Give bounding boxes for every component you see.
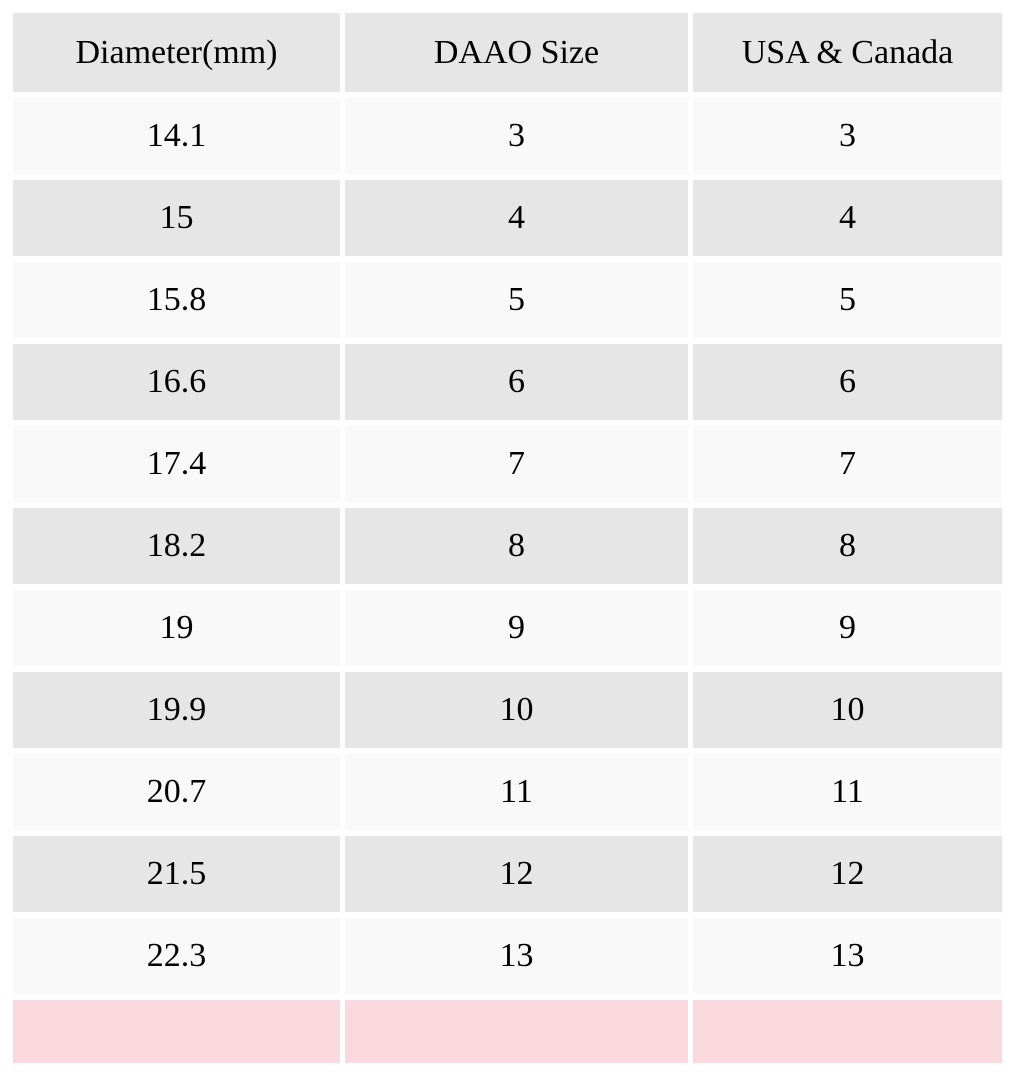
table-cell-usa-canada: 12 (693, 836, 1002, 912)
table-cell-diameter: 19.9 (13, 672, 340, 748)
footer-cell-diameter (13, 1000, 340, 1063)
table-cell-usa-canada: 10 (693, 672, 1002, 748)
table-cell-daao-size: 6 (345, 344, 688, 420)
table-cell-usa-canada: 3 (693, 98, 1002, 174)
table-cell-diameter: 15.8 (13, 262, 340, 338)
table-cell-diameter: 16.6 (13, 344, 340, 420)
footer-cell-usa-canada (693, 1000, 1002, 1063)
table-cell-diameter: 15 (13, 180, 340, 256)
header-usa-canada: USA & Canada (693, 13, 1002, 92)
table-cell-diameter: 17.4 (13, 426, 340, 502)
footer-cell-daao-size (345, 1000, 688, 1063)
table-cell-diameter: 14.1 (13, 98, 340, 174)
table-cell-daao-size: 3 (345, 98, 688, 174)
table-cell-daao-size: 13 (345, 918, 688, 994)
table-cell-usa-canada: 7 (693, 426, 1002, 502)
table-cell-daao-size: 8 (345, 508, 688, 584)
table-cell-usa-canada: 8 (693, 508, 1002, 584)
table-cell-daao-size: 11 (345, 754, 688, 830)
table-cell-daao-size: 12 (345, 836, 688, 912)
table-cell-usa-canada: 5 (693, 262, 1002, 338)
ring-size-table: Diameter(mm) DAAO Size USA & Canada 14.1… (13, 13, 1003, 1063)
table-cell-daao-size: 4 (345, 180, 688, 256)
table-cell-daao-size: 7 (345, 426, 688, 502)
header-daao-size: DAAO Size (345, 13, 688, 92)
table-cell-usa-canada: 4 (693, 180, 1002, 256)
table-cell-usa-canada: 9 (693, 590, 1002, 666)
table-cell-diameter: 22.3 (13, 918, 340, 994)
table-cell-diameter: 18.2 (13, 508, 340, 584)
table-cell-diameter: 19 (13, 590, 340, 666)
table-cell-usa-canada: 11 (693, 754, 1002, 830)
table-cell-usa-canada: 13 (693, 918, 1002, 994)
table-cell-diameter: 20.7 (13, 754, 340, 830)
table-cell-daao-size: 5 (345, 262, 688, 338)
table-cell-diameter: 21.5 (13, 836, 340, 912)
table-cell-daao-size: 10 (345, 672, 688, 748)
table-cell-usa-canada: 6 (693, 344, 1002, 420)
header-diameter: Diameter(mm) (13, 13, 340, 92)
table-cell-daao-size: 9 (345, 590, 688, 666)
